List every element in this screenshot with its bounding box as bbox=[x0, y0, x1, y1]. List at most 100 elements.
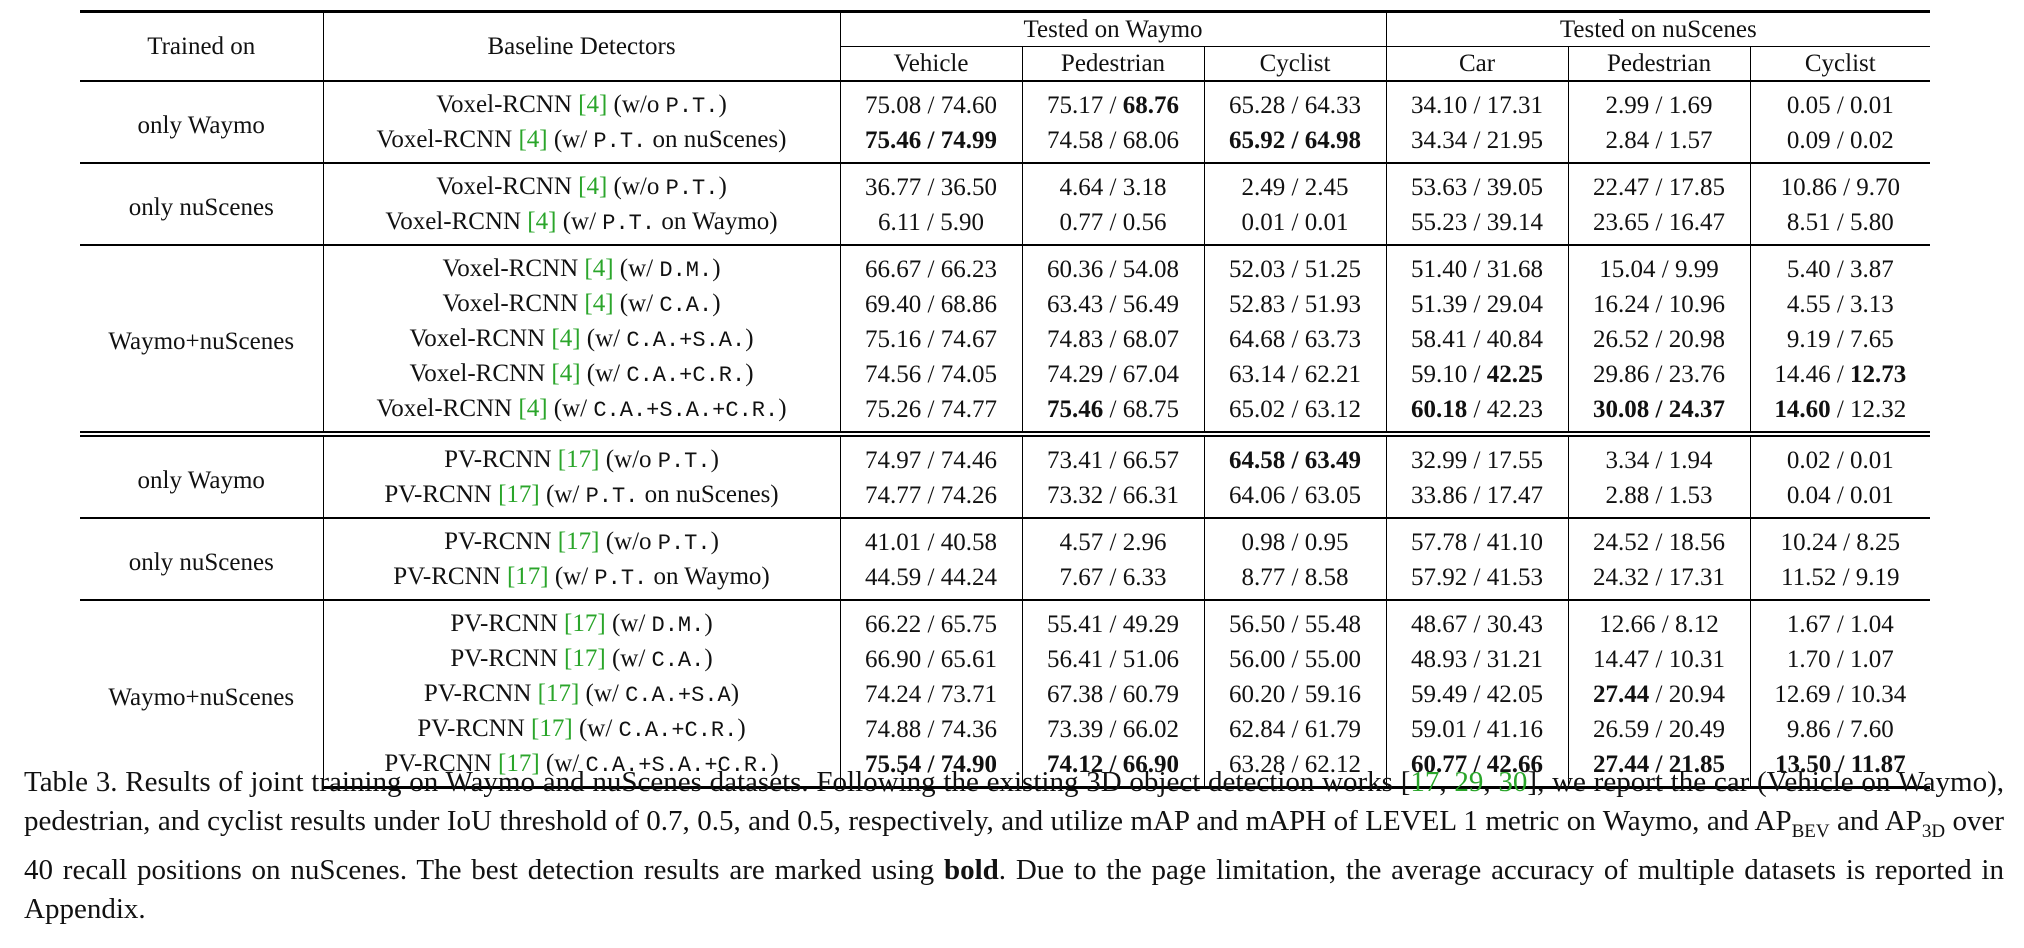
detector-cell: Voxel-RCNN [4] (w/ C.A.+S.A.) bbox=[323, 322, 841, 357]
citation-link[interactable]: [17] bbox=[498, 750, 540, 777]
score-cell-waymo-vehicle: 74.88 / 74.36 bbox=[840, 712, 1023, 747]
score-cell-waymo-cyclist: 64.58 / 63.49 bbox=[1204, 431, 1387, 478]
score-text: 57.92 / 41.53 bbox=[1411, 564, 1543, 591]
table-row: PV-RCNN [17] (w/ P.T. on Waymo) 44.59 / 4… bbox=[80, 560, 1930, 600]
score-text: 63.28 / 62.12 bbox=[1229, 751, 1361, 778]
best-score: 60.18 bbox=[1411, 396, 1468, 423]
score-text: 75.16 / 74.67 bbox=[865, 326, 997, 353]
citation-link[interactable]: [4] bbox=[518, 126, 548, 153]
score-cell-waymo-pedestrian: 4.64 / 3.18 bbox=[1022, 162, 1205, 205]
score-cell-nuscenes-cyclist: 10.86 / 9.70 bbox=[1750, 162, 1931, 205]
score-text: 10.24 / 8.25 bbox=[1780, 529, 1901, 556]
score-cell-waymo-pedestrian: 74.83 / 68.07 bbox=[1022, 322, 1205, 357]
detector-cell: PV-RCNN [17] (w/ C.A.+S.A) bbox=[323, 677, 841, 712]
citation-link[interactable]: [4] bbox=[518, 395, 548, 422]
detector-cell: PV-RCNN [17] (w/ D.M.) bbox=[323, 599, 841, 642]
caption-text: over 40 recall positions on nuScenes. Th… bbox=[24, 805, 2004, 886]
citation-link[interactable]: [4] bbox=[578, 91, 608, 118]
citation-link[interactable]: [17] bbox=[498, 481, 540, 508]
citation-link[interactable]: [4] bbox=[551, 325, 581, 352]
score-text: 63.43 / 56.49 bbox=[1047, 291, 1179, 318]
score-cell-waymo-cyclist: 56.50 / 55.48 bbox=[1204, 599, 1387, 642]
score-cell-nuscenes-cyclist: 13.50 / 11.87 bbox=[1750, 747, 1931, 789]
score-cell-waymo-cyclist: 60.20 / 59.16 bbox=[1204, 677, 1387, 712]
score-cell-waymo-cyclist: 0.01 / 0.01 bbox=[1204, 205, 1387, 245]
detector-text: PV-RCNN bbox=[417, 715, 532, 742]
citation-link[interactable]: [4] bbox=[527, 208, 557, 235]
baseline-detectors-header: Baseline Detectors bbox=[323, 10, 841, 82]
citation-link[interactable]: [4] bbox=[584, 290, 614, 317]
score-text: 44.59 / 44.24 bbox=[865, 564, 997, 591]
score-cell-waymo-pedestrian: 56.41 / 51.06 bbox=[1022, 642, 1205, 677]
trained-on-cell: Waymo+nuScenes bbox=[80, 244, 324, 434]
citation-link[interactable]: 29 bbox=[1454, 766, 1484, 798]
score-text: / 42.23 bbox=[1467, 396, 1543, 423]
caption-text: ], we report the car (Vehicle on Waymo),… bbox=[24, 766, 2005, 837]
score-text: 12.69 / 10.34 bbox=[1774, 681, 1907, 708]
detector-text: on nuScenes) bbox=[646, 126, 787, 153]
detector-text: (w/ bbox=[539, 750, 586, 777]
citation-link[interactable]: [17] bbox=[557, 446, 600, 473]
detector-text: PV-RCNN bbox=[384, 481, 499, 508]
score-text: 1.67 / 1.04 bbox=[1786, 611, 1894, 638]
score-cell-waymo-pedestrian: 75.17 / 68.76 bbox=[1022, 81, 1205, 123]
score-cell-nuscenes-car: 58.41 / 40.84 bbox=[1386, 322, 1569, 357]
method-tag: P.T. bbox=[665, 94, 719, 119]
col-header-nuscenes-car: Car bbox=[1386, 46, 1569, 82]
score-cell-waymo-pedestrian: 63.43 / 56.49 bbox=[1022, 287, 1205, 322]
detector-text: (w/ bbox=[579, 680, 626, 707]
citation-link[interactable]: [4] bbox=[578, 173, 608, 200]
table-row: Voxel-RCNN [4] (w/ C.A.) 69.40 / 68.86 63.… bbox=[80, 287, 1930, 322]
score-text: 59.01 / 41.16 bbox=[1411, 716, 1543, 743]
detector-cell: Voxel-RCNN [4] (w/o P.T.) bbox=[323, 81, 841, 123]
score-text: 2.88 / 1.53 bbox=[1605, 482, 1713, 509]
score-cell-waymo-vehicle: 74.97 / 74.46 bbox=[840, 431, 1023, 478]
score-text: 51.39 / 29.04 bbox=[1411, 291, 1543, 318]
col-header-nuscenes-pedestrian: Pedestrian bbox=[1568, 46, 1751, 82]
citation-link[interactable]: [17] bbox=[531, 715, 573, 742]
score-cell-waymo-vehicle: 75.46 / 74.99 bbox=[840, 123, 1023, 163]
citation-link[interactable]: 17 bbox=[1410, 766, 1440, 798]
method-tag: C.A. bbox=[651, 648, 705, 673]
citation-link[interactable]: [17] bbox=[564, 610, 606, 637]
score-cell-nuscenes-cyclist: 0.09 / 0.02 bbox=[1750, 123, 1930, 163]
score-text: 22.47 / 17.85 bbox=[1593, 174, 1725, 201]
score-cell-waymo-pedestrian: 0.77 / 0.56 bbox=[1022, 205, 1205, 245]
trained-on-header: Trained on bbox=[80, 10, 324, 82]
detector-text: (w/ bbox=[605, 645, 652, 672]
detector-text: ) bbox=[737, 715, 746, 742]
score-cell-nuscenes-pedestrian: 3.34 / 1.94 bbox=[1568, 431, 1751, 478]
score-text: 0.02 / 0.01 bbox=[1786, 447, 1894, 474]
table-row: PV-RCNN [17] (w/ C.A.) 66.90 / 65.61 56.41… bbox=[80, 642, 1930, 677]
citation-link[interactable]: 30 bbox=[1498, 766, 1528, 798]
score-cell-nuscenes-car: 57.78 / 41.10 bbox=[1386, 517, 1569, 560]
score-text: 74.56 / 74.05 bbox=[865, 361, 997, 388]
score-text: 59.10 / bbox=[1411, 361, 1487, 388]
detector-cell: Voxel-RCNN [4] (w/ P.T. on Waymo) bbox=[323, 205, 841, 245]
method-tag: C.A.+S.A.+C.R. bbox=[585, 753, 771, 778]
method-tag: C.A.+C.R. bbox=[618, 718, 738, 743]
score-text: 67.38 / 60.79 bbox=[1047, 681, 1179, 708]
citation-link[interactable]: [4] bbox=[551, 360, 581, 387]
score-text: / 12.32 bbox=[1830, 396, 1907, 423]
score-cell-nuscenes-car: 55.23 / 39.14 bbox=[1386, 205, 1569, 245]
method-tag: D.M. bbox=[651, 613, 705, 638]
detector-text: (w/ bbox=[539, 481, 586, 508]
citation-link[interactable]: [17] bbox=[506, 563, 549, 590]
score-text: 66.67 / 66.23 bbox=[865, 256, 997, 283]
detector-cell: PV-RCNN [17] (w/o P.T.) bbox=[323, 517, 841, 560]
citation-link[interactable]: [17] bbox=[557, 528, 600, 555]
citation-link[interactable]: [4] bbox=[584, 255, 614, 282]
trained-on-cell: only Waymo bbox=[80, 431, 324, 518]
score-text: 6.11 / 5.90 bbox=[877, 209, 985, 236]
subscript-bev: BEV bbox=[1791, 820, 1830, 842]
score-text: 2.99 / 1.69 bbox=[1605, 92, 1713, 119]
citation-link[interactable]: [17] bbox=[537, 680, 580, 707]
score-text: 73.32 / 66.31 bbox=[1047, 482, 1179, 509]
citation-link[interactable]: [17] bbox=[564, 645, 606, 672]
score-cell-waymo-vehicle: 74.56 / 74.05 bbox=[840, 357, 1023, 392]
score-text: 26.59 / 20.49 bbox=[1593, 716, 1725, 743]
col-header-waymo-cyclist: Cyclist bbox=[1204, 46, 1387, 82]
score-cell-nuscenes-car: 51.39 / 29.04 bbox=[1386, 287, 1569, 322]
score-cell-waymo-cyclist: 63.14 / 62.21 bbox=[1204, 357, 1387, 392]
